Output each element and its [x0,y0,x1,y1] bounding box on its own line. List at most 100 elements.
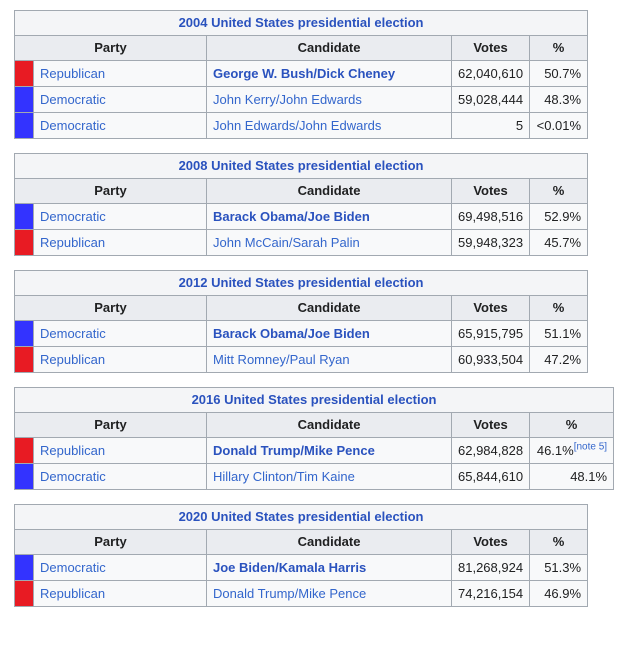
pct-cell: <0.01% [529,112,589,139]
col-header-pct: % [529,35,589,61]
col-header-votes: Votes [450,178,531,204]
candidate-cell: Donald Trump/Mike Pence [206,437,452,464]
candidate-link[interactable]: John Kerry/John Edwards [213,91,362,107]
result-row: Republican Donald Trump/Mike Pence 62,98… [14,437,615,464]
col-header-candidate: Candidate [206,35,452,61]
votes-value: 65,915,795 [450,320,531,347]
election-table: 2016 United States presidential election… [13,387,615,490]
party-link[interactable]: Democratic [40,208,106,224]
table-header-row: Party Candidate Votes % [14,178,589,204]
election-table: 2020 United States presidential election… [13,504,589,607]
party-link[interactable]: Democratic [40,325,106,341]
pct-value: 51.1% [544,325,582,341]
table-title-row: 2008 United States presidential election [13,153,589,179]
pct-value: 51.3% [544,559,582,575]
election-title-link[interactable]: 2020 United States presidential election [178,509,424,524]
candidate-link[interactable]: Hillary Clinton/Tim Kaine [213,468,355,484]
candidate-link[interactable]: Donald Trump/Mike Pence [213,585,367,601]
election-tables-container: 2004 United States presidential election… [13,10,624,607]
candidate-link[interactable]: Mitt Romney/Paul Ryan [213,351,350,367]
party-color-swatch [14,346,34,373]
candidate-link[interactable]: Barack Obama/Joe Biden [213,325,370,341]
table-title-row: 2012 United States presidential election [13,270,589,296]
party-color-swatch [14,463,34,490]
party-cell: Republican [33,60,207,87]
party-color-swatch [14,86,34,113]
party-color-swatch [14,320,34,347]
candidate-link[interactable]: George W. Bush/Dick Cheney [213,65,396,81]
result-row: Democratic Barack Obama/Joe Biden 65,915… [14,320,589,347]
pct-cell: 51.3% [529,554,589,581]
pct-value: 46.9% [544,585,582,601]
col-header-candidate: Candidate [206,529,452,555]
election-title-link[interactable]: 2012 United States presidential election [178,275,424,290]
votes-value: 74,216,154 [450,580,531,607]
col-header-pct: % [529,295,589,321]
party-link[interactable]: Democratic [40,468,106,484]
votes-value: 81,268,924 [450,554,531,581]
pct-value: 48.3% [544,91,582,107]
party-link[interactable]: Republican [40,234,106,250]
pct-cell: 46.9% [529,580,589,607]
votes-value: 59,028,444 [450,86,531,113]
table-title-row: 2004 United States presidential election [13,10,589,36]
pct-value: 46.1% [536,442,574,458]
party-cell: Democratic [33,86,207,113]
party-link[interactable]: Republican [40,65,106,81]
party-link[interactable]: Republican [40,442,106,458]
election-title-link[interactable]: 2004 United States presidential election [178,15,424,30]
party-cell: Democratic [33,320,207,347]
pct-cell: 47.2% [529,346,589,373]
candidate-cell: John Edwards/John Edwards [206,112,452,139]
col-header-candidate: Candidate [206,178,452,204]
pct-value: 50.7% [544,65,582,81]
party-link[interactable]: Democratic [40,559,106,575]
pct-value: <0.01% [536,117,582,133]
table-header-row: Party Candidate Votes % [14,35,589,61]
candidate-link[interactable]: Donald Trump/Mike Pence [213,442,375,458]
party-link[interactable]: Democratic [40,117,106,133]
col-header-party: Party [14,178,207,204]
candidate-cell: Barack Obama/Joe Biden [206,320,452,347]
candidate-cell: Donald Trump/Mike Pence [206,580,452,607]
election-table: 2008 United States presidential election… [13,153,589,256]
col-header-votes: Votes [450,412,531,438]
col-header-pct: % [529,178,589,204]
pct-cell: 48.3% [529,86,589,113]
candidate-link[interactable]: John Edwards/John Edwards [213,117,382,133]
result-row: Democratic John Kerry/John Edwards 59,02… [14,86,589,113]
result-row: Republican Mitt Romney/Paul Ryan 60,933,… [14,346,589,373]
votes-value: 62,040,610 [450,60,531,87]
candidate-link[interactable]: Barack Obama/Joe Biden [213,208,370,224]
party-cell: Democratic [33,112,207,139]
party-color-swatch [14,60,34,87]
party-color-swatch [14,203,34,230]
result-row: Democratic Hillary Clinton/Tim Kaine 65,… [14,463,615,490]
table-header-row: Party Candidate Votes % [14,295,589,321]
note-link[interactable]: [note 5] [573,441,608,453]
party-color-swatch [14,112,34,139]
party-link[interactable]: Democratic [40,91,106,107]
election-title-link[interactable]: 2008 United States presidential election [178,158,424,173]
party-link[interactable]: Republican [40,351,106,367]
result-row: Republican Donald Trump/Mike Pence 74,21… [14,580,589,607]
party-color-swatch [14,437,34,464]
result-row: Democratic Barack Obama/Joe Biden 69,498… [14,203,589,230]
party-color-swatch [14,229,34,256]
candidate-link[interactable]: Joe Biden/Kamala Harris [213,559,367,575]
party-link[interactable]: Republican [40,585,106,601]
col-header-pct: % [529,412,615,438]
col-header-party: Party [14,529,207,555]
election-title-link[interactable]: 2016 United States presidential election [191,392,437,407]
party-cell: Republican [33,229,207,256]
candidate-link[interactable]: John McCain/Sarah Palin [213,234,360,250]
result-row: Republican John McCain/Sarah Palin 59,94… [14,229,589,256]
pct-value: 47.2% [544,351,582,367]
pct-value: 52.9% [544,208,582,224]
pct-cell: 48.1% [529,463,615,490]
pct-cell: 45.7% [529,229,589,256]
pct-cell: 46.1%[note 5] [529,437,615,464]
result-row: Democratic Joe Biden/Kamala Harris 81,26… [14,554,589,581]
votes-value: 62,984,828 [450,437,531,464]
party-color-swatch [14,554,34,581]
